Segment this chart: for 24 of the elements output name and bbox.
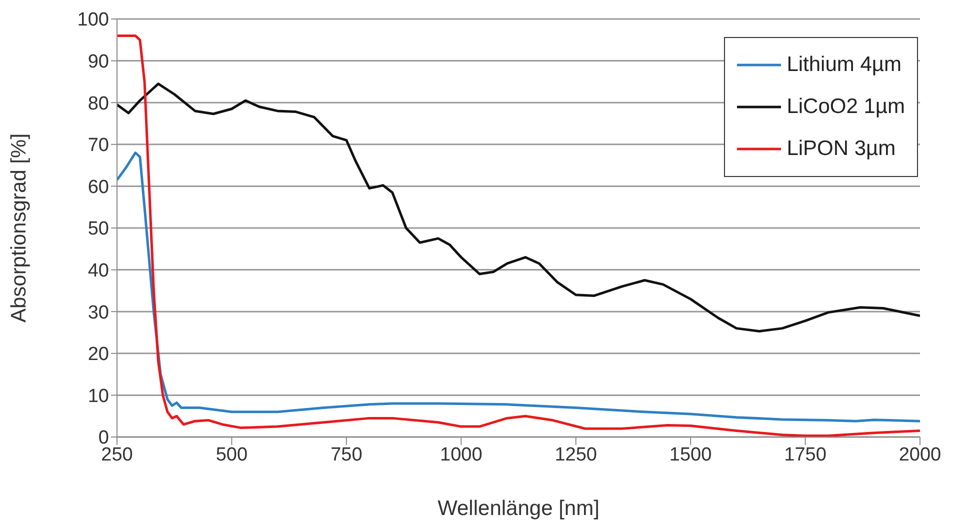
x-tick-label: 750 <box>330 444 362 466</box>
legend-label: LiCoO2 1µm <box>786 94 905 120</box>
line-series <box>117 82 920 332</box>
legend-label: Lithium 4µm <box>786 52 902 78</box>
x-tick-label: 2000 <box>898 444 942 466</box>
x-tick-label: 1250 <box>554 444 597 466</box>
x-axis-title: Wellenlänge [nm] <box>438 497 600 520</box>
legend-label: LiPON 3µm <box>786 136 896 162</box>
y-tick-label: 50 <box>88 218 109 240</box>
y-tick-label: 70 <box>88 135 109 156</box>
x-tick-label: 1750 <box>784 444 826 466</box>
x-tick-label: 1500 <box>669 444 712 466</box>
y-tick-label: 30 <box>88 302 109 324</box>
y-axis-title: Absorptionsgrad [%] <box>7 133 30 323</box>
y-tick-label: 100 <box>77 10 109 31</box>
x-tick-label: 500 <box>216 444 248 466</box>
y-tick-label: 80 <box>88 93 109 114</box>
y-tick-label: 60 <box>88 176 109 198</box>
y-tick-label: 90 <box>88 52 109 73</box>
y-tick-label: 20 <box>88 344 109 366</box>
x-tick-label: 1000 <box>440 444 482 466</box>
y-tick-label: 10 <box>88 386 109 407</box>
y-tick-label: 40 <box>88 260 109 282</box>
x-tick-label: 250 <box>101 444 133 466</box>
